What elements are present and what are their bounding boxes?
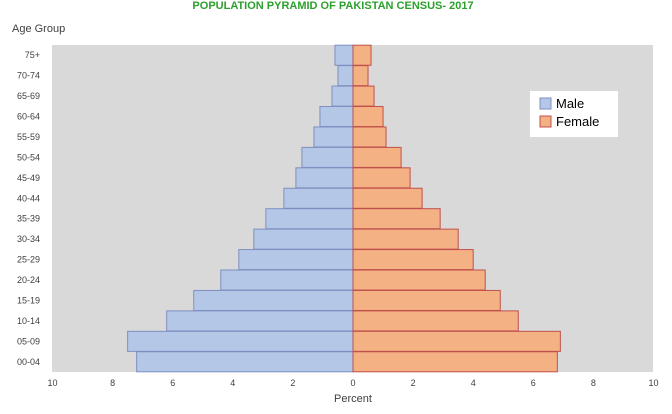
y-tick-label: 35-39 [17, 214, 40, 224]
y-tick-label: 40-44 [17, 193, 40, 203]
x-tick-label: 2 [290, 378, 295, 388]
x-tick-label: 10 [648, 378, 658, 388]
bar-female-55-59 [352, 126, 387, 148]
legend-label-female: Female [556, 114, 599, 129]
bar-male-05-09 [127, 330, 354, 352]
y-tick-label: 55-59 [17, 132, 40, 142]
bar-male-30-34 [253, 228, 354, 250]
bar-female-00-04 [352, 351, 558, 373]
y-tick-label: 65-69 [17, 91, 40, 101]
bar-male-10-14 [166, 310, 354, 332]
y-tick-labels: 00-04 05-09 10-14 15-19 20-24 25-29 30-34 35-39… [17, 50, 40, 367]
y-tick-label: 70-74 [17, 71, 40, 81]
y-tick-label: 75+ [25, 50, 40, 60]
x-tick-label: 4 [471, 378, 476, 388]
bar-female-30-34 [352, 228, 459, 250]
bar-male-25-29 [238, 249, 354, 271]
bar-male-15-19 [193, 289, 354, 311]
bar-female-05-09 [352, 330, 561, 352]
y-tick-label: 30-34 [17, 234, 40, 244]
bar-male-55-59 [313, 126, 354, 148]
y-tick-label: 45-49 [17, 173, 40, 183]
bar-male-60-64 [319, 106, 354, 128]
bar-male-70-74 [337, 65, 354, 87]
bar-female-35-39 [352, 208, 441, 230]
x-tick-label: 4 [230, 378, 235, 388]
bar-male-20-24 [220, 269, 354, 291]
x-tick-label: 10 [47, 378, 57, 388]
x-axis-title: Percent [334, 393, 372, 405]
x-tick-label: 8 [591, 378, 596, 388]
bar-female-60-64 [352, 106, 384, 128]
bar-male-40-44 [283, 187, 354, 209]
bar-male-75+ [334, 44, 354, 66]
bar-female-25-29 [352, 249, 474, 271]
bars-group [127, 44, 561, 373]
x-tick-labels: 10 8 6 4 2 0 2 4 6 8 10 [47, 378, 658, 388]
bar-female-70-74 [352, 65, 369, 87]
y-tick-label: 25-29 [17, 255, 40, 265]
legend-label-male: Male [556, 96, 584, 111]
y-tick-label: 60-64 [17, 112, 40, 122]
y-tick-label: 00-04 [17, 357, 40, 367]
bar-female-45-49 [352, 167, 411, 189]
y-tick-label: 50-54 [17, 152, 40, 162]
legend-swatch-female [539, 115, 552, 128]
bar-female-50-54 [352, 146, 402, 168]
x-tick-label: 6 [531, 378, 536, 388]
bar-female-75+ [352, 44, 372, 66]
bar-female-15-19 [352, 289, 501, 311]
x-tick-label: 6 [170, 378, 175, 388]
legend: Male Female [530, 91, 618, 137]
x-tick-label: 0 [350, 378, 355, 388]
bar-female-65-69 [352, 85, 375, 107]
bar-male-50-54 [301, 146, 354, 168]
y-axis-title: Age Group [12, 23, 65, 35]
bar-female-20-24 [352, 269, 486, 291]
bar-male-45-49 [295, 167, 354, 189]
chart-title: POPULATION PYRAMID OF PAKISTAN CENSUS- 2… [192, 0, 473, 12]
y-tick-label: 10-14 [17, 316, 40, 326]
y-tick-label: 15-19 [17, 295, 40, 305]
x-tick-label: 8 [110, 378, 115, 388]
legend-swatch-male [539, 97, 552, 110]
x-tick-label: 2 [411, 378, 416, 388]
bar-male-00-04 [136, 351, 354, 373]
y-tick-label: 05-09 [17, 336, 40, 346]
bar-female-40-44 [352, 187, 423, 209]
bar-male-35-39 [265, 208, 354, 230]
bar-female-10-14 [352, 310, 519, 332]
y-tick-label: 20-24 [17, 275, 40, 285]
bar-male-65-69 [331, 85, 354, 107]
